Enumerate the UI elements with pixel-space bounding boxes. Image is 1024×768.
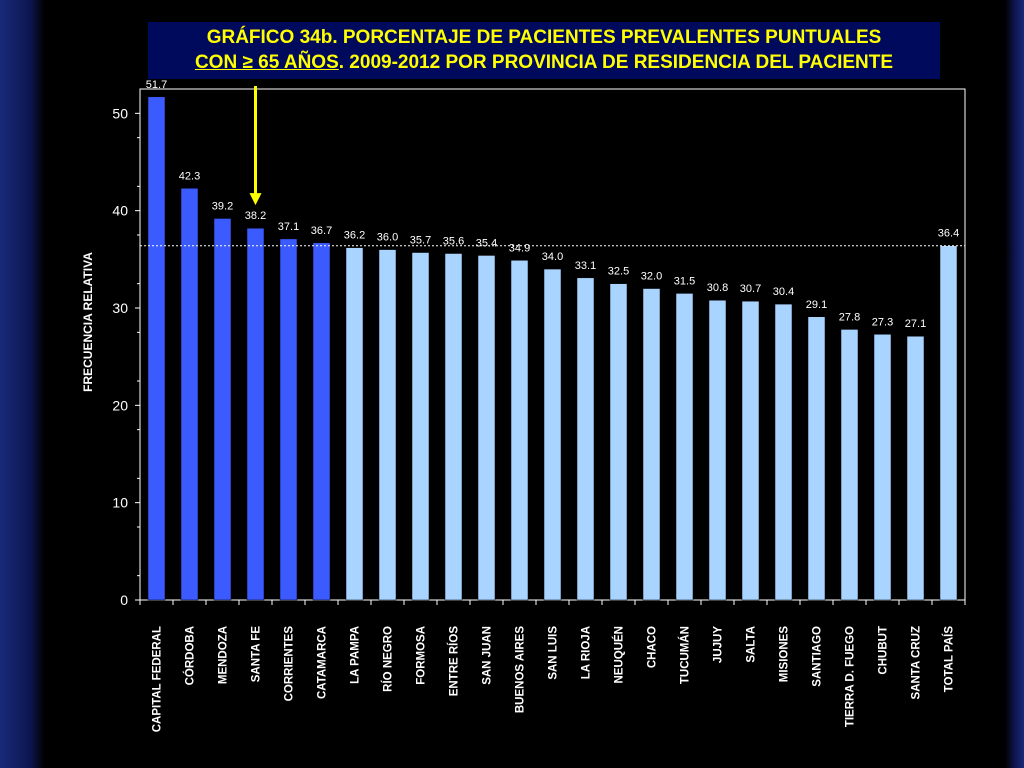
bar	[213, 218, 232, 601]
bar-value-label: 32.0	[641, 271, 662, 283]
x-category-label: SANTA CRUZ	[911, 626, 923, 699]
x-category-label: MENDOZA	[218, 626, 230, 684]
x-category-label: TUCUMÁN	[679, 626, 692, 684]
bars	[147, 96, 958, 601]
bar	[411, 252, 430, 601]
bar	[543, 268, 562, 601]
bar-value-label: 35.6	[443, 235, 464, 247]
x-category-label: RÍO NEGRO	[382, 626, 395, 692]
x-category-label: FORMOSA	[416, 626, 428, 685]
title-line-1: GRÁFICO 34b. PORCENTAJE DE PACIENTES PRE…	[206, 27, 882, 48]
y-axis-title: FRECUENCIA RELATIVA	[81, 252, 95, 392]
bar-value-label: 39.2	[212, 200, 233, 212]
x-category-label: CATAMARCA	[317, 626, 329, 699]
x-labels: CAPITAL FEDERAL CÓRDOBA MENDOZA SANTA FE COR…	[139, 600, 966, 732]
bar-value-label: 30.7	[740, 283, 761, 295]
bar	[741, 300, 760, 601]
x-category-label: BUENOS AIRES	[515, 626, 527, 713]
bar	[642, 288, 661, 601]
bar	[873, 334, 892, 601]
bar-value-label: 27.1	[905, 318, 926, 330]
x-category-label: SANTA FE	[251, 626, 263, 683]
bar	[246, 227, 265, 601]
bar-value-label: 35.7	[410, 235, 431, 247]
bar	[807, 316, 826, 601]
x-category-label: TIERRA D. FUEGO	[845, 626, 857, 727]
bar-value-label: 34.0	[542, 251, 563, 263]
x-category-label: LA PAMPA	[350, 626, 362, 684]
bar	[477, 255, 496, 601]
bar-value-label: 27.8	[839, 311, 860, 323]
y-axis: 0 10 20 30 40 50	[112, 105, 140, 608]
bar	[774, 303, 793, 601]
y-tick-label: 10	[112, 495, 128, 511]
bar-value-label: 36.0	[377, 232, 398, 244]
y-tick-label: 20	[112, 397, 128, 413]
x-category-label: SANTIAGO	[812, 626, 824, 687]
bar-value-label: 38.2	[245, 210, 266, 222]
x-category-label: NEUQUÉN	[613, 626, 626, 684]
bar	[147, 96, 166, 601]
bar	[840, 329, 859, 601]
x-category-label: ENTRE RÍOS	[448, 626, 461, 697]
bar-value-label: 31.5	[674, 275, 695, 287]
x-category-label: MISIONES	[779, 626, 791, 683]
bar-value-label: 42.3	[179, 170, 200, 182]
x-category-label: CÓRDOBA	[184, 626, 197, 685]
title-rest-part: . 2009-2012 POR PROVINCIA DE RESIDENCIA …	[338, 52, 894, 73]
bar-value-label: 32.5	[608, 266, 629, 278]
x-category-label: CORRIENTES	[284, 626, 296, 702]
title-line-2: CON ≥ 65 AÑOS. 2009-2012 POR PROVINCIA D…	[148, 50, 940, 75]
y-tick-label: 40	[112, 203, 128, 219]
x-category-label: SAN LUIS	[548, 626, 560, 680]
bar-value-label: 36.4	[938, 228, 959, 240]
bar	[180, 188, 199, 601]
bar	[939, 245, 958, 601]
arrow-head	[249, 193, 262, 206]
title-underlined-part: CON ≥ 65 AÑOS	[194, 52, 339, 73]
x-category-label: CHUBUT	[878, 626, 890, 675]
bar	[708, 299, 727, 601]
x-category-label: SALTA	[746, 626, 758, 663]
bar	[906, 335, 925, 601]
x-category-label: SAN JUAN	[482, 626, 494, 685]
x-category-label: JUJUY	[713, 626, 725, 663]
y-tick-label: 0	[120, 592, 128, 608]
bar-value-label: 36.7	[311, 225, 332, 237]
x-category-label: CHACO	[647, 626, 659, 668]
bar	[312, 242, 331, 601]
x-category-label: TOTAL PAÍS	[943, 626, 956, 693]
bar-value-label: 37.1	[278, 221, 299, 233]
bar	[675, 293, 694, 601]
bar	[378, 249, 397, 601]
bar	[576, 277, 595, 601]
bar-value-label: 29.1	[806, 299, 827, 311]
x-category-label: CAPITAL FEDERAL	[152, 626, 164, 732]
bar-value-label: 36.2	[344, 230, 365, 242]
value-labels: 51.7 42.3 39.2 38.2 37.1 36.7 36.2 36.0 35.7 35.6…	[146, 79, 959, 330]
bar-value-label: 30.4	[773, 286, 794, 298]
arrow-indicator	[249, 86, 262, 206]
bar-value-label: 51.7	[146, 79, 167, 91]
bar-value-label: 27.3	[872, 316, 893, 328]
bar-value-label: 35.4	[476, 237, 497, 249]
bar	[279, 238, 298, 601]
chart-title: GRÁFICO 34b. PORCENTAJE DE PACIENTES PRE…	[148, 22, 940, 79]
bar-value-label: 30.8	[707, 282, 728, 294]
bar	[609, 283, 628, 601]
y-tick-label: 30	[112, 300, 128, 316]
bar	[510, 260, 529, 601]
x-category-label: LA RIOJA	[581, 626, 593, 679]
y-tick-label: 50	[112, 105, 128, 121]
bar-value-label: 34.9	[509, 242, 530, 254]
bar	[345, 247, 364, 601]
bar-value-label: 33.1	[575, 260, 596, 272]
bar	[444, 253, 463, 601]
